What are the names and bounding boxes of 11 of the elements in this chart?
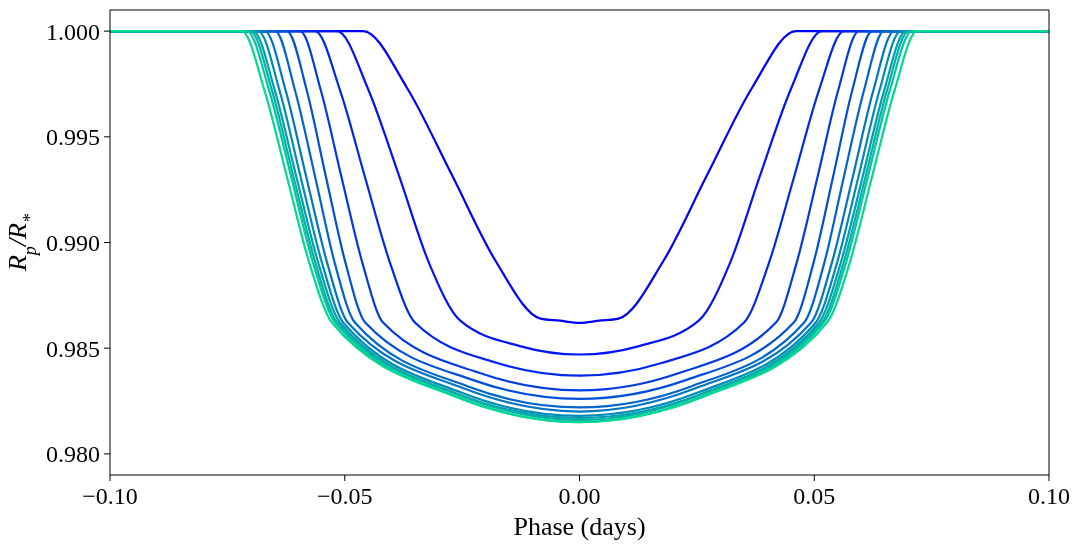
x-axis-title: Phase (days) <box>513 512 646 541</box>
y-tick-label: 0.985 <box>46 335 100 362</box>
y-tick-label: 0.990 <box>46 230 100 257</box>
y-tick-label: 0.995 <box>46 124 100 151</box>
x-tick-label: −0.05 <box>316 483 373 510</box>
y-tick-label: 1.000 <box>46 18 100 45</box>
y-tick-label: 0.980 <box>46 441 100 468</box>
x-tick-label: 0.05 <box>793 483 836 510</box>
x-tick-label: 0.10 <box>1028 483 1070 510</box>
x-tick-label: 0.00 <box>558 483 601 510</box>
x-tick-label: −0.10 <box>82 483 138 510</box>
